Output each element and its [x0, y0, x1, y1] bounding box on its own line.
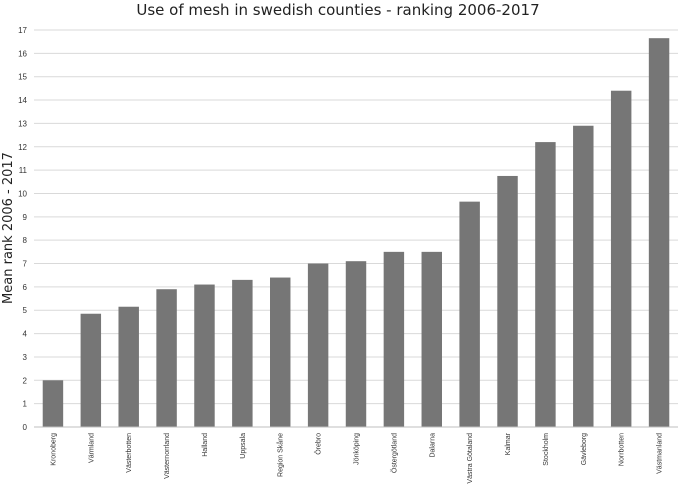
x-category-label: Västmanland	[657, 433, 664, 474]
y-tick-label: 17	[18, 26, 27, 35]
bar	[232, 279, 253, 427]
x-category-label: Stockholm	[543, 433, 550, 466]
bar	[459, 201, 480, 427]
x-category-label: Värmland	[88, 433, 95, 463]
y-axis-label: Mean rank 2006 - 2017	[1, 152, 16, 304]
y-tick-label: 9	[23, 213, 28, 222]
bar	[42, 380, 64, 427]
bar	[573, 125, 594, 427]
bar	[345, 261, 367, 427]
bar	[270, 277, 291, 427]
y-tick-label: 0	[23, 423, 28, 432]
y-tick-label: 16	[18, 49, 27, 58]
y-tick-label: 10	[18, 189, 27, 198]
bar	[383, 251, 405, 427]
x-category-label: Region Skåne	[277, 433, 285, 477]
y-tick-label: 11	[19, 166, 28, 175]
bar	[421, 251, 442, 427]
y-tick-label: 3	[23, 353, 28, 362]
bar	[648, 38, 670, 428]
bar	[156, 289, 177, 427]
bar	[610, 90, 632, 427]
y-tick-label: 6	[23, 283, 28, 292]
x-category-label: Västernorrland	[164, 433, 171, 479]
bar	[118, 306, 139, 427]
bar	[535, 142, 556, 427]
x-category-label: Västerbotten	[126, 433, 133, 473]
x-category-label: Norrbotten	[619, 433, 626, 466]
x-category-label: Gävleborg	[581, 433, 588, 465]
y-tick-label: 14	[18, 96, 27, 105]
x-category-label: Uppsala	[240, 433, 247, 459]
y-tick-label: 2	[23, 376, 28, 385]
x-category-label: Östergötland	[390, 433, 398, 473]
y-tick-label: 8	[23, 236, 28, 245]
y-tick-label: 4	[23, 330, 28, 339]
bar	[80, 313, 102, 427]
bars	[42, 38, 670, 428]
bar	[497, 175, 518, 427]
x-category-label: Örebro	[315, 433, 323, 455]
x-category-label: Kalmar	[505, 432, 512, 455]
y-tick-label: 7	[23, 260, 28, 269]
bar	[194, 284, 215, 427]
x-category-label: Halland	[202, 433, 209, 457]
x-axis-labels: Kronoberg Värmland Västerbotten Västernorrl…	[50, 432, 663, 483]
y-tick-label: 13	[18, 119, 27, 128]
x-category-label: Västra Götaland	[467, 433, 474, 484]
x-category-label: Kronoberg	[50, 433, 57, 466]
y-tick-label: 5	[23, 306, 28, 315]
y-tick-label: 12	[18, 143, 27, 152]
bar	[307, 263, 329, 427]
chart-title: Use of mesh in swedish counties - rankin…	[136, 1, 539, 19]
y-tick-label: 15	[18, 73, 27, 82]
x-category-label: Jönköping	[354, 433, 361, 465]
y-tick-label: 1	[23, 400, 28, 409]
x-category-label: Dalarna	[429, 433, 436, 458]
